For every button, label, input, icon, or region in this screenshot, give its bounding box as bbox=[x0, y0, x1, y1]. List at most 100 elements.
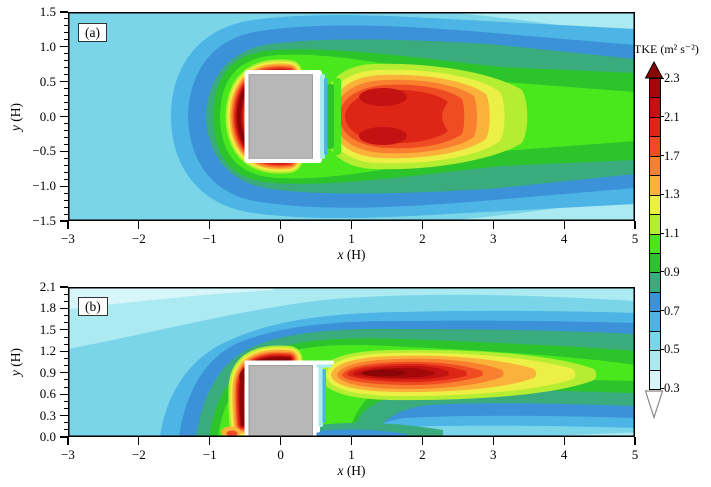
x-major-tick bbox=[67, 437, 69, 445]
y-minor-tick bbox=[63, 32, 68, 34]
colorbar-segment bbox=[650, 312, 660, 332]
x-major-tick bbox=[280, 221, 282, 229]
colorbar-tick-label: 2.3 bbox=[664, 71, 680, 85]
panel-a: (a) x (H) y (H) −3 −2 −1 0 1 2 3 4 5 1.5 1.0 0.5 0.0… bbox=[8, 4, 638, 262]
ground-spot-b bbox=[221, 426, 241, 437]
x-major-tick bbox=[280, 437, 282, 445]
x-tick-label: 0 bbox=[277, 447, 284, 462]
contour-bands-b bbox=[68, 287, 635, 437]
colorbar-tick bbox=[660, 232, 664, 234]
colorbar-segment bbox=[650, 176, 660, 196]
colorbar-tick bbox=[660, 77, 664, 79]
x-tick-label: −2 bbox=[131, 231, 146, 246]
x-major-tick bbox=[138, 221, 140, 229]
x-major-tick bbox=[634, 221, 636, 229]
colorbar-tick-label: 0.7 bbox=[664, 303, 680, 318]
y-minor-tick bbox=[63, 178, 68, 180]
y-minor-tick bbox=[63, 25, 68, 27]
y-major-tick bbox=[60, 115, 68, 118]
colorbar-tick-label: 1.1 bbox=[664, 226, 680, 240]
panel-a-label-text: (a) bbox=[85, 25, 100, 40]
y-tick-label: 1.5 bbox=[39, 321, 56, 337]
band-pale-top bbox=[68, 287, 635, 349]
colorbar-tick-label: 0.5 bbox=[664, 342, 680, 357]
colorbar-arrow-up-icon bbox=[644, 61, 664, 79]
building-a bbox=[244, 70, 317, 163]
x-tick-label: 3 bbox=[490, 231, 497, 246]
y-major-tick bbox=[60, 286, 68, 288]
x-tick-label: 3 bbox=[490, 447, 497, 462]
colorbar-segment bbox=[650, 156, 660, 177]
y-minor-tick bbox=[63, 379, 68, 381]
building-b bbox=[244, 360, 317, 437]
x-tick-label: 2 bbox=[419, 447, 426, 462]
colorbar-segment bbox=[650, 195, 660, 216]
wake-core bbox=[362, 369, 406, 377]
y-minor-tick bbox=[63, 60, 68, 62]
y-major-tick bbox=[60, 393, 68, 395]
x-major-tick bbox=[634, 437, 636, 445]
y-major-tick bbox=[60, 436, 68, 438]
plot-frame-a bbox=[68, 12, 635, 221]
x-tick-label: −3 bbox=[61, 231, 75, 246]
colorbar-tick bbox=[660, 271, 664, 273]
colorbar-segment bbox=[650, 331, 660, 352]
y-tick-label: 1.0 bbox=[39, 38, 56, 54]
wake-core-upper bbox=[359, 88, 407, 106]
y-tick-label: 0.6 bbox=[39, 386, 56, 402]
y-major-tick bbox=[60, 220, 68, 222]
panel-b-label-text: (b) bbox=[85, 299, 101, 314]
x-tick-label: −1 bbox=[202, 231, 217, 246]
y-minor-tick bbox=[63, 206, 68, 208]
y-minor-tick bbox=[63, 143, 68, 145]
colorbar-tick bbox=[660, 310, 664, 311]
contour-bands-a bbox=[68, 12, 635, 221]
colorbar-segment bbox=[650, 292, 660, 313]
y-minor-tick bbox=[63, 171, 68, 173]
y-minor-tick bbox=[63, 109, 68, 111]
x-major-tick bbox=[209, 221, 211, 229]
wake-core-lower bbox=[359, 127, 407, 145]
y-tick-label: −0.5 bbox=[32, 143, 56, 159]
x-axis-title-a: x (H) bbox=[337, 247, 366, 262]
x-tick-label: 2 bbox=[419, 231, 426, 246]
x-major-tick bbox=[350, 437, 353, 445]
x-tick-label: 0 bbox=[277, 231, 284, 246]
y-major-tick bbox=[60, 46, 68, 48]
band-corner-bottom-right bbox=[444, 195, 635, 221]
colorbar-tick bbox=[660, 387, 664, 389]
y-tick-label: 2.1 bbox=[39, 279, 56, 294]
colorbar-tick-label: 2.1 bbox=[664, 109, 680, 124]
y-minor-tick bbox=[63, 199, 68, 201]
x-major-tick bbox=[350, 221, 353, 229]
colorbar-segment bbox=[650, 253, 660, 274]
wake-a bbox=[321, 63, 528, 170]
band-corner-top-right bbox=[444, 12, 635, 38]
y-major-tick bbox=[60, 11, 68, 13]
colorbar-segment bbox=[650, 370, 660, 389]
y-major-tick bbox=[60, 350, 68, 352]
colorbar-tick bbox=[660, 155, 664, 156]
y-minor-tick bbox=[63, 213, 68, 215]
colorbar-tick bbox=[660, 116, 664, 118]
y-minor-tick bbox=[63, 157, 68, 159]
x-major-tick bbox=[138, 437, 140, 445]
y-tick-label: 1.2 bbox=[39, 343, 56, 359]
x-tick-label: 1 bbox=[348, 231, 355, 246]
colorbar-segment bbox=[650, 351, 660, 371]
colorbar-tick-label: 0.3 bbox=[664, 381, 680, 395]
y-minor-tick bbox=[63, 400, 68, 402]
plot-frame-b bbox=[68, 287, 635, 437]
y-minor-tick bbox=[63, 322, 68, 324]
x-major-tick bbox=[492, 437, 494, 445]
y-tick-label: 0.5 bbox=[39, 73, 56, 89]
y-tick-label: 0.3 bbox=[39, 407, 56, 423]
x-tick-label: 4 bbox=[560, 447, 568, 462]
colorbar-segment bbox=[650, 137, 660, 157]
x-tick-label: −2 bbox=[131, 447, 146, 462]
x-tick-label: 4 bbox=[560, 231, 568, 246]
colorbar-tick-label: 1.3 bbox=[664, 187, 680, 202]
x-major-tick bbox=[492, 221, 494, 229]
panel-b: (b) x (H) y (H) −3 −2 −1 0 1 2 3 4 5 2.1 1.8 1.5 1.2… bbox=[8, 279, 638, 478]
